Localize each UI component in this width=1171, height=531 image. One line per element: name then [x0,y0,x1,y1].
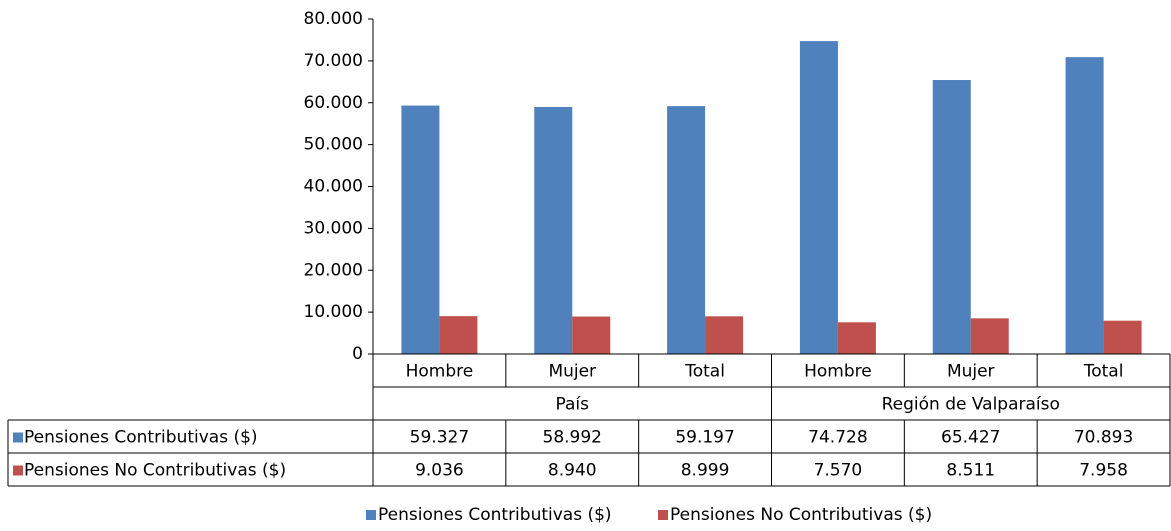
y-tick-label: 50.000 [304,135,363,155]
bar [1065,57,1104,355]
table-value: 59.197 [675,428,734,448]
x-tick-label: Total [684,362,725,382]
bar [401,105,440,355]
y-tick-label: 10.000 [304,302,363,322]
bar [837,322,876,354]
bar [970,318,1009,354]
bar [572,316,611,354]
legend-label: Pensiones No Contributivas ($) [670,505,932,525]
table-value: 7.570 [814,461,863,481]
x-tick-label: Mujer [947,362,995,382]
bar [932,80,971,354]
x-tick-label: Total [1083,362,1124,382]
table-value: 70.893 [1074,428,1133,448]
x-tick-label: Hombre [804,362,872,382]
y-tick-label: 70.000 [304,51,363,71]
bar [1103,320,1142,354]
y-tick-label: 0 [352,344,363,364]
bar [534,106,573,354]
x-tick-label: Hombre [406,362,474,382]
legend-swatch [13,432,23,443]
legend-swatch [13,465,23,476]
bar [705,316,744,354]
table-value: 59.327 [410,428,469,448]
y-tick-label: 60.000 [304,93,363,113]
table-value: 8.940 [548,461,597,481]
row-label: Pensiones Contributivas ($) [24,428,258,448]
bar [439,316,478,354]
bar [667,106,706,354]
x-tick-label: Mujer [548,362,596,382]
bar [799,41,838,354]
table-value: 9.036 [415,461,464,481]
table-value: 8.999 [681,461,730,481]
table-value: 8.511 [946,461,995,481]
y-tick-label: 80.000 [304,9,363,29]
table-value: 65.427 [941,428,1000,448]
table-value: 58.992 [543,428,602,448]
legend-swatch [658,510,668,520]
legend-swatch [366,510,376,520]
table-value: 74.728 [808,428,867,448]
y-tick-label: 30.000 [304,218,363,238]
legend-label: Pensiones Contributivas ($) [378,505,612,525]
row-label: Pensiones No Contributivas ($) [24,461,286,481]
group-label: Región de Valparaíso [882,395,1060,415]
y-tick-label: 40.000 [304,177,363,197]
table-value: 7.958 [1079,461,1128,481]
y-tick-label: 20.000 [304,260,363,280]
group-label: País [556,395,590,415]
